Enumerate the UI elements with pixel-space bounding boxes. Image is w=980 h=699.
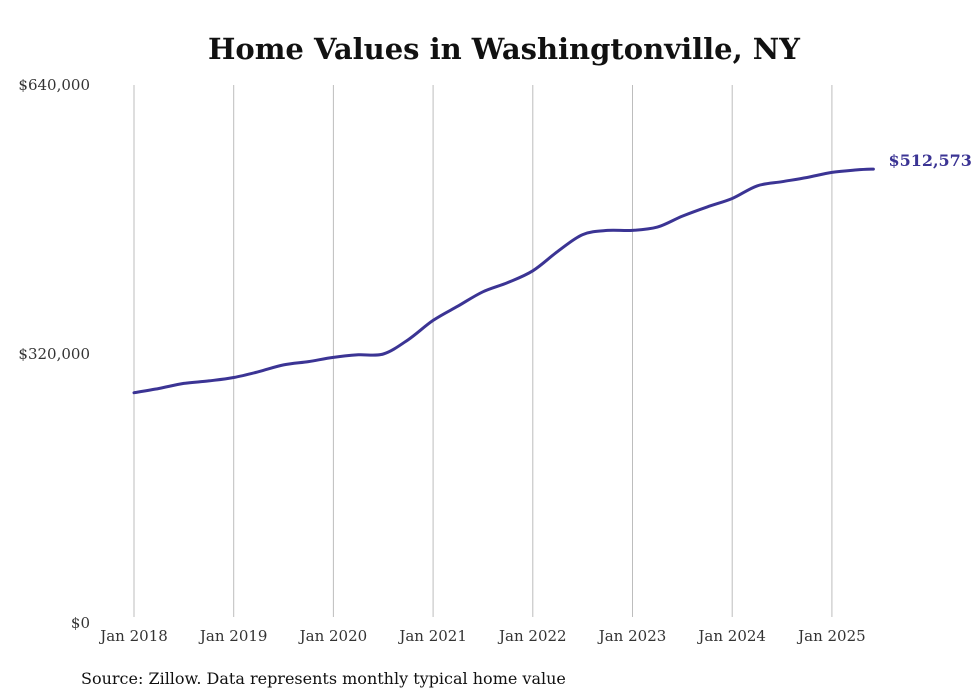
x-tick-label-2018: Jan 2018 [98,627,168,645]
x-tick-label-2019: Jan 2019 [198,627,268,645]
gridlines [133,85,833,617]
y-tick-label-320000: $320,000 [18,345,90,363]
y-tick-label-640000: $640,000 [18,76,90,94]
y-axis-ticks: $0 $320,000 $640,000 [18,76,90,632]
x-tick-label-2024: Jan 2024 [696,627,766,645]
series-line [132,167,875,395]
y-tick-label-0: $0 [71,614,90,632]
x-tick-label-2020: Jan 2020 [298,627,368,645]
x-tick-label-2025: Jan 2025 [796,627,866,645]
end-value-label: $512,573 [888,151,972,170]
source-note: Source: Zillow. Data represents monthly … [81,669,566,688]
x-axis-ticks: Jan 2018 Jan 2019 Jan 2020 Jan 2021 Jan 2022… [98,627,865,645]
x-tick-label-2023: Jan 2023 [597,627,667,645]
x-tick-label-2021: Jan 2021 [397,627,467,645]
x-tick-label-2022: Jan 2022 [497,627,567,645]
chart-title: Home Values in Washingtonville, NY [208,32,800,66]
